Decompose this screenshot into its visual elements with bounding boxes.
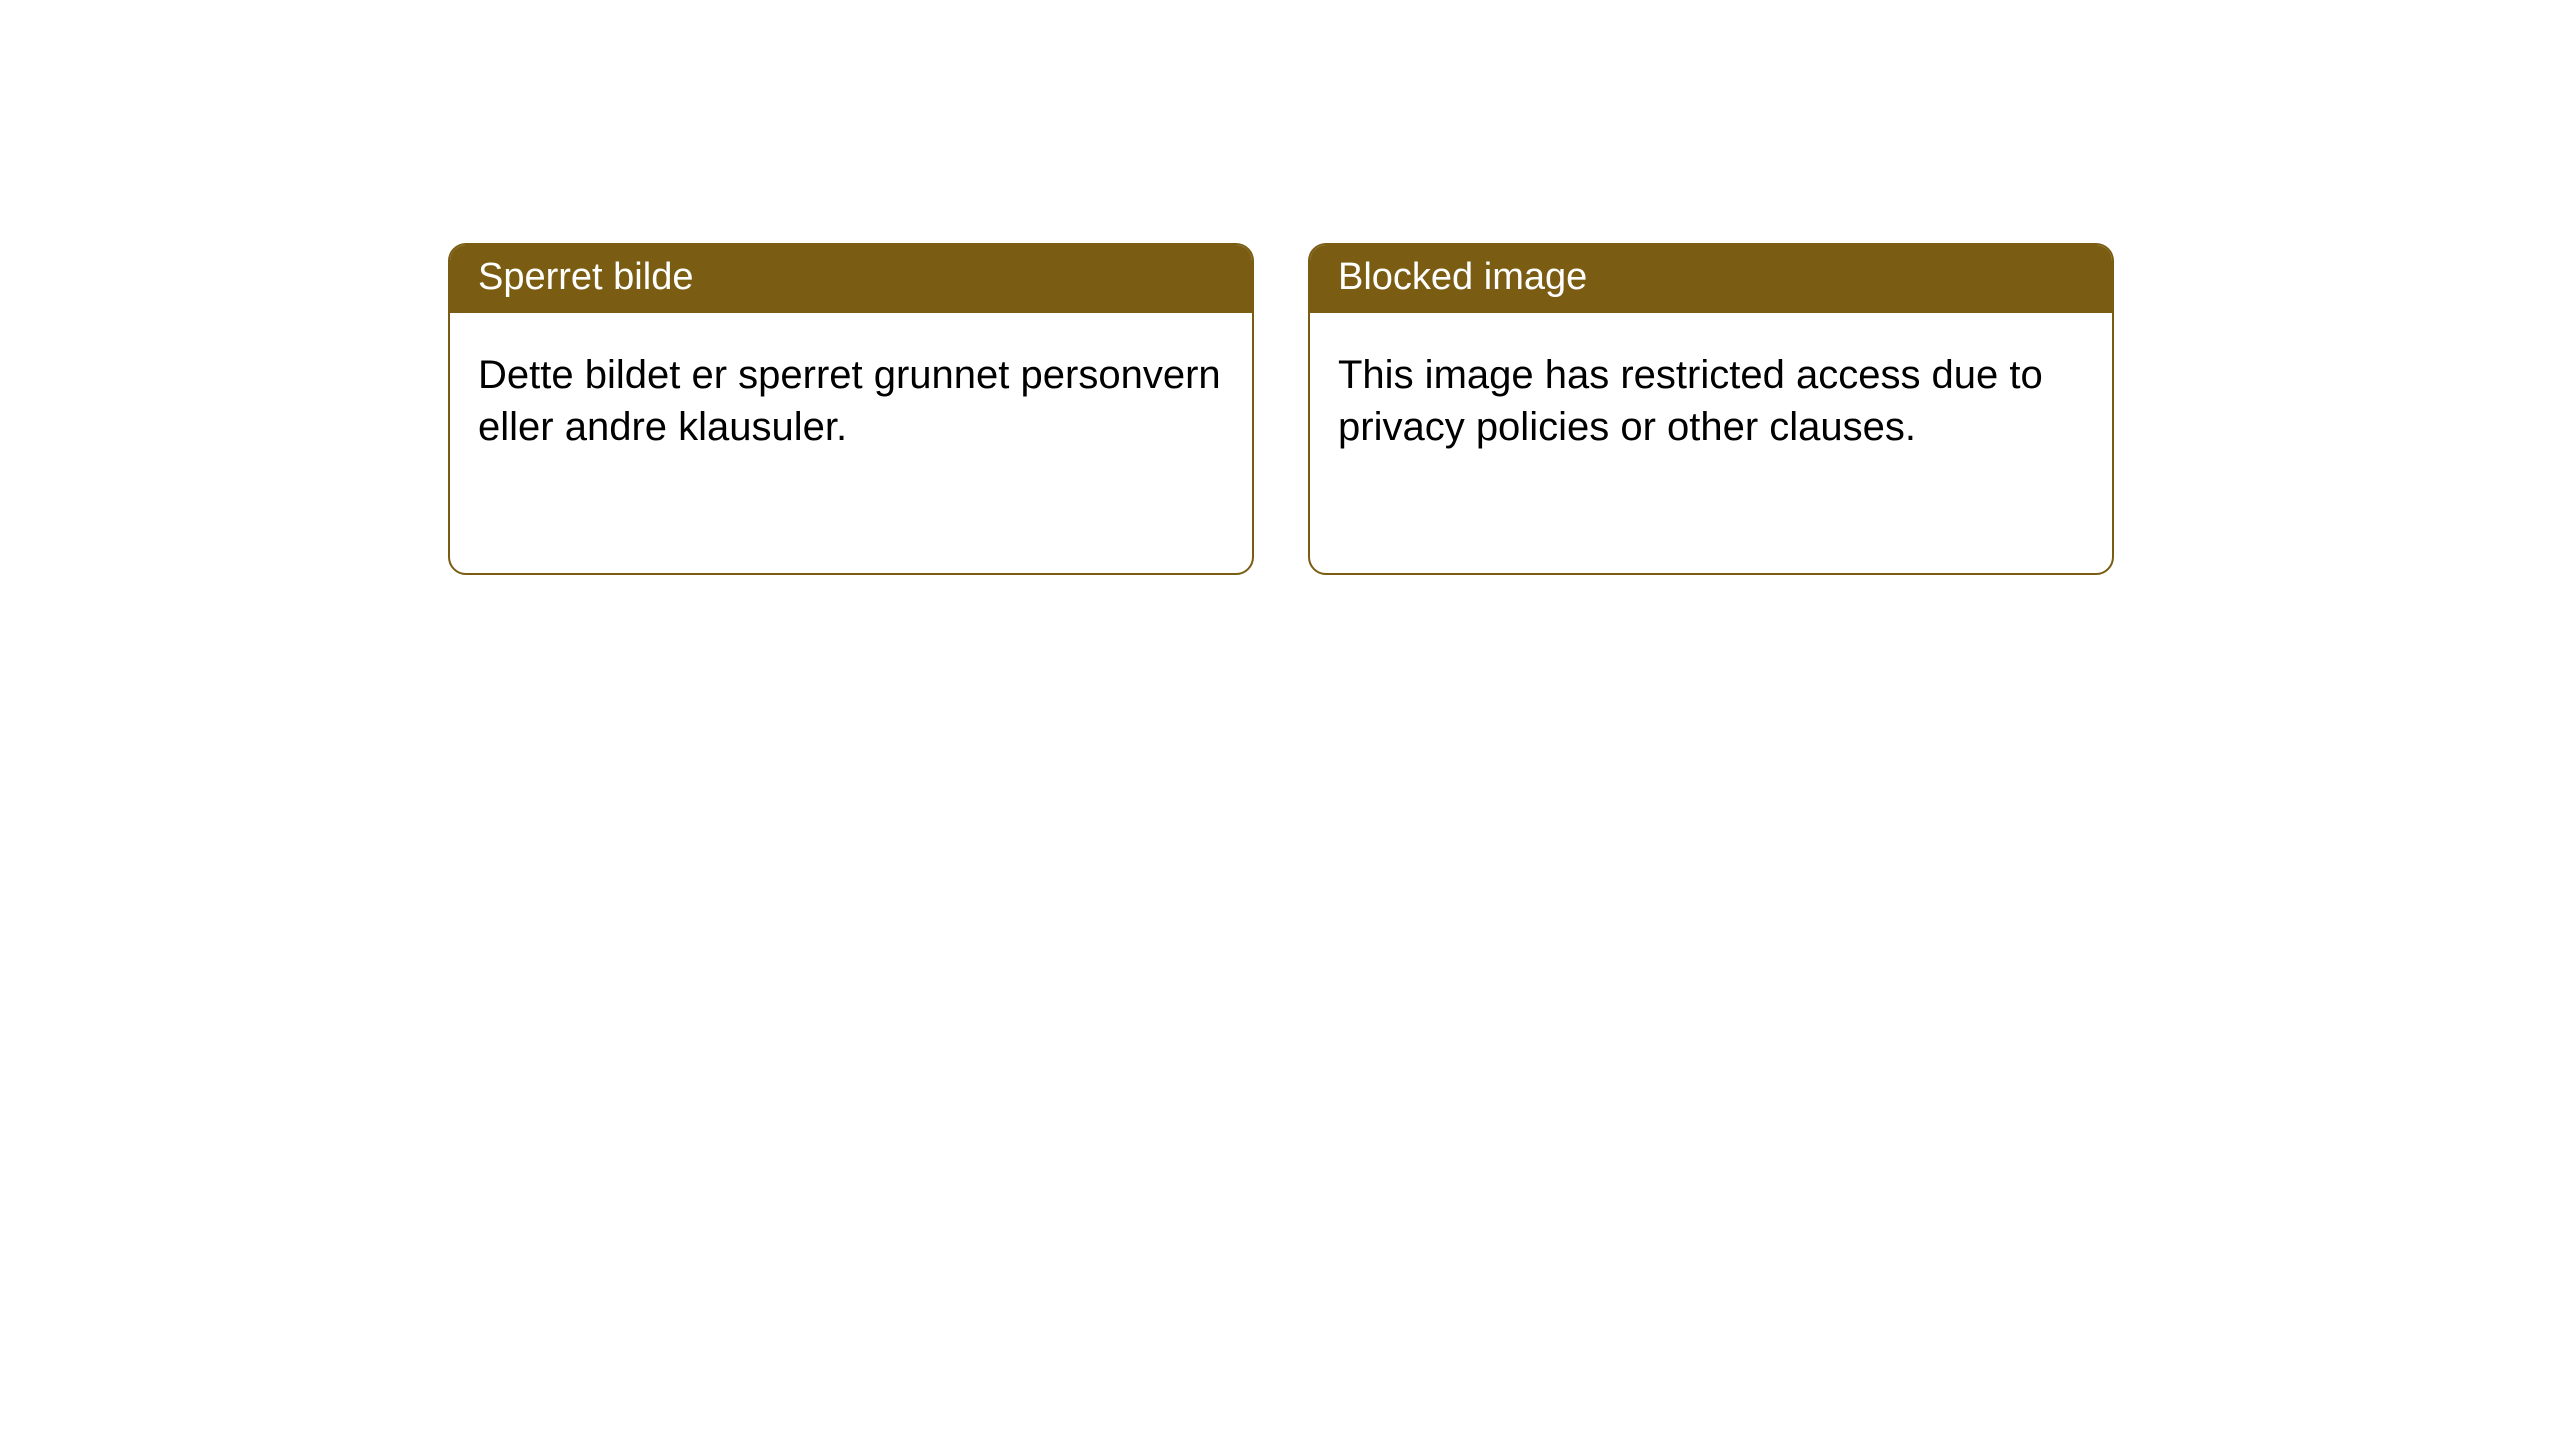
- notice-card-english: Blocked image This image has restricted …: [1308, 243, 2114, 575]
- notice-card-norwegian: Sperret bilde Dette bildet er sperret gr…: [448, 243, 1254, 575]
- card-body: This image has restricted access due to …: [1310, 313, 2112, 481]
- notice-container: Sperret bilde Dette bildet er sperret gr…: [0, 0, 2560, 575]
- card-title: Sperret bilde: [450, 245, 1252, 313]
- card-title: Blocked image: [1310, 245, 2112, 313]
- card-body: Dette bildet er sperret grunnet personve…: [450, 313, 1252, 481]
